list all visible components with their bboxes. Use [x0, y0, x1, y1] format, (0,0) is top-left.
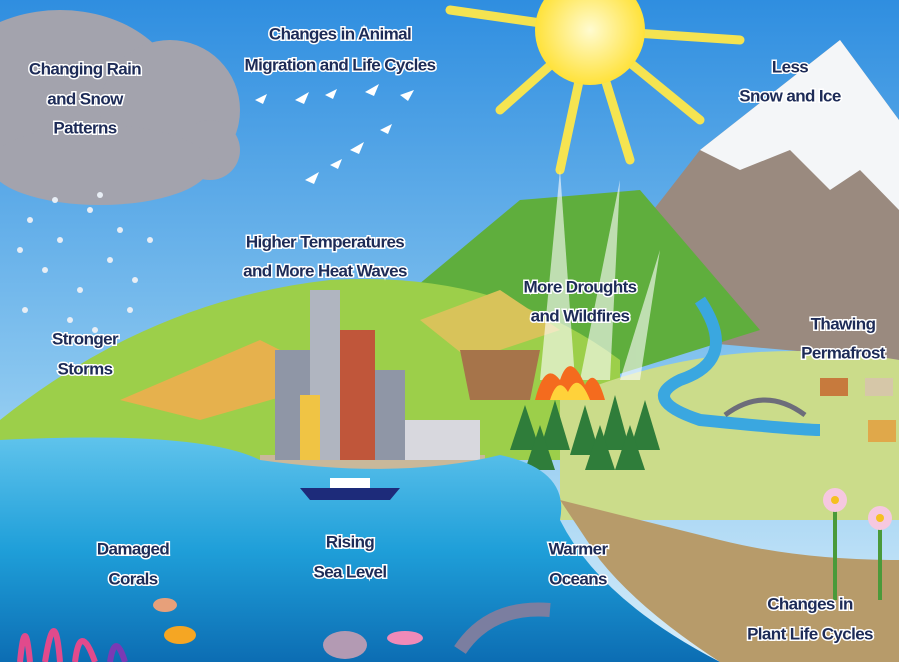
fish-part	[387, 631, 423, 645]
rain-part	[17, 247, 23, 253]
city-part	[300, 395, 320, 460]
page: Changing Rain and Snow Patterns Changes …	[0, 0, 899, 662]
city-part	[340, 330, 375, 460]
caption: Patterns	[53, 118, 116, 137]
rain-part	[117, 227, 123, 233]
caption: Changes in	[767, 594, 853, 613]
caption: More Droughts	[523, 277, 636, 296]
caption: and Wildfires	[531, 306, 630, 325]
fish-part	[153, 598, 177, 612]
rain-part	[52, 197, 58, 203]
flowers-part	[831, 496, 839, 504]
caption: Oceans	[549, 569, 607, 588]
caption: Plant Life Cycles	[747, 624, 873, 643]
caption: and More Heat Waves	[243, 261, 407, 280]
caption: Warmer	[548, 539, 608, 558]
rain-part	[147, 237, 153, 243]
caption: Stronger	[52, 329, 119, 348]
fish-part	[164, 626, 196, 644]
rain-part	[107, 257, 113, 263]
fish-part	[323, 631, 367, 659]
rain-part	[77, 287, 83, 293]
caption: Thawing	[811, 314, 876, 333]
ship-part	[330, 478, 370, 488]
rain-part	[67, 317, 73, 323]
dam	[460, 350, 540, 400]
rain-part	[127, 307, 133, 313]
caption: Permafrost	[801, 343, 886, 362]
flowers-part	[876, 514, 884, 522]
houses-part	[865, 378, 893, 396]
caption: and Snow	[47, 89, 124, 108]
caption: Snow and Ice	[739, 86, 841, 105]
ship-part	[300, 488, 400, 500]
rain-part	[22, 307, 28, 313]
caption: Changes in Animal	[269, 24, 411, 43]
houses-part	[820, 378, 848, 396]
rain-part	[132, 277, 138, 283]
caption: Less	[772, 57, 808, 76]
caption: Rising	[326, 532, 375, 551]
caption: Higher Temperatures	[246, 232, 404, 251]
city-part	[405, 420, 480, 460]
caption: Changing Rain	[29, 59, 141, 78]
caption: Migration and Life Cycles	[245, 55, 436, 74]
dam-part	[460, 350, 540, 400]
caption: Corals	[108, 569, 157, 588]
caption: Damaged	[97, 539, 170, 558]
rain-part	[27, 217, 33, 223]
illustration: Changing Rain and Snow Patterns Changes …	[0, 0, 899, 662]
caption: Storms	[58, 359, 113, 378]
caption: Sea Level	[313, 562, 386, 581]
rain-part	[87, 207, 93, 213]
rain-part	[97, 192, 103, 198]
rain-part	[57, 237, 63, 243]
rain-part	[42, 267, 48, 273]
city-part	[375, 370, 405, 460]
houses-part	[868, 420, 896, 442]
